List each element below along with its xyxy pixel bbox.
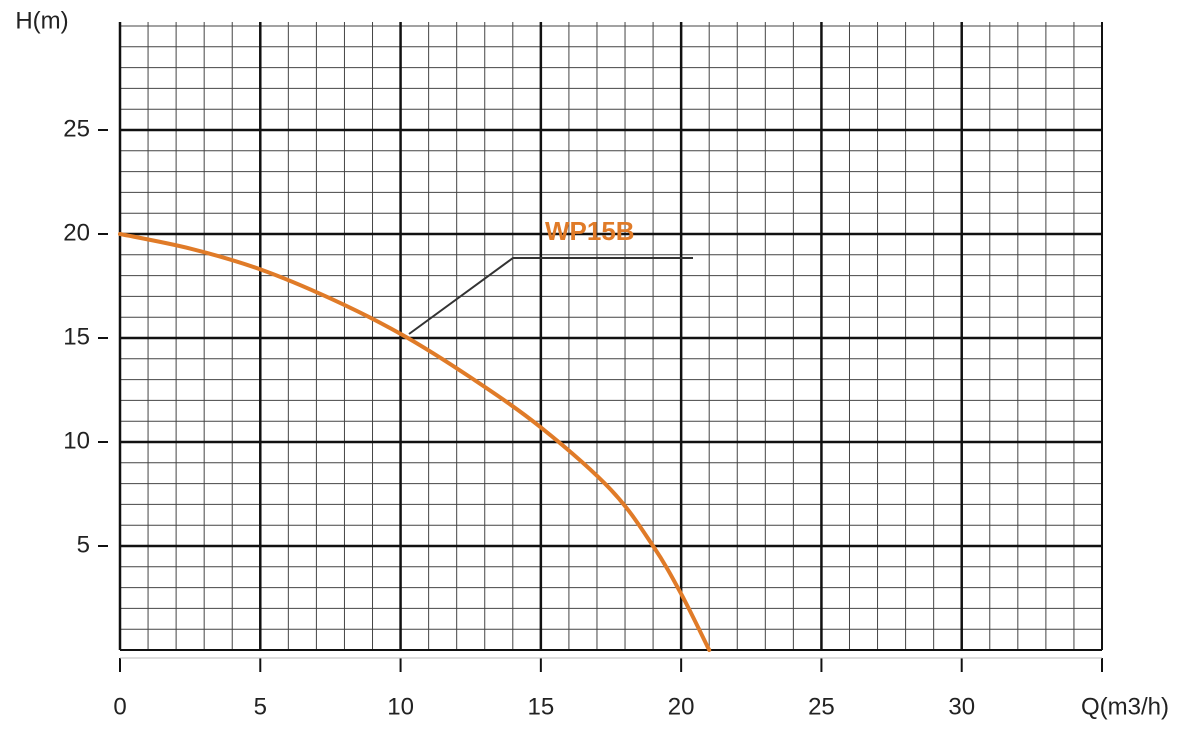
y-tick-label: 5 xyxy=(77,531,90,558)
x-tick-label: 25 xyxy=(808,693,835,720)
x-tick-label: 10 xyxy=(387,693,414,720)
series-label: WP15B xyxy=(545,216,635,246)
x-tick-label: 0 xyxy=(113,693,126,720)
x-tick-label: 20 xyxy=(668,693,695,720)
x-axis-label: Q(m3/h) xyxy=(1081,693,1169,720)
x-tick-label: 5 xyxy=(254,693,267,720)
y-tick-label: 25 xyxy=(63,115,90,142)
y-tick-label: 10 xyxy=(63,427,90,454)
leader-line xyxy=(408,257,693,335)
x-tick-label: 15 xyxy=(528,693,555,720)
y-axis-label: H(m) xyxy=(15,7,68,34)
y-tick-label: 20 xyxy=(63,219,90,246)
pump-curve xyxy=(118,232,712,652)
y-tick-label: 15 xyxy=(63,323,90,350)
x-tick-label: 30 xyxy=(948,693,975,720)
